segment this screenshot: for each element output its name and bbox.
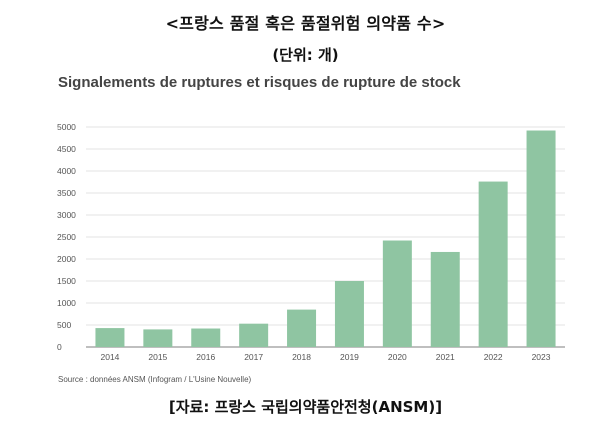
x-tick-label: 2016: [196, 352, 215, 362]
chart-title: Signalements de ruptures et risques de r…: [58, 74, 461, 91]
bar-2019: [334, 281, 364, 347]
y-tick-label: 1500: [57, 276, 76, 286]
x-tick-label: 2021: [436, 352, 455, 362]
bar-2017: [239, 323, 269, 347]
source-note: Source : données ANSM (Infogram / L'Usin…: [58, 375, 252, 384]
bar-2016: [191, 328, 221, 347]
x-axis-ticks: 2014 2015 2016 2017 2018 2019 2020 2021 2022 2023: [100, 352, 550, 362]
y-tick-label: 2000: [57, 254, 76, 264]
bar-2014: [95, 328, 125, 347]
y-tick-label: 2500: [57, 232, 76, 242]
x-tick-label: 2019: [340, 352, 359, 362]
x-tick-label: 2020: [388, 352, 407, 362]
unit-label: (단위: 개): [272, 46, 339, 64]
bar-2018: [287, 309, 317, 347]
y-tick-label: 4000: [57, 166, 76, 176]
korean-title: <프랑스 품절 혹은 품절위험 의약품 수>: [165, 14, 446, 33]
bar-2023: [526, 130, 556, 347]
y-tick-label: 0: [57, 342, 62, 352]
bar-2022: [478, 181, 508, 347]
y-tick-label: 5000: [57, 122, 76, 132]
y-tick-label: 1000: [57, 298, 76, 308]
x-tick-label: 2018: [292, 352, 311, 362]
x-tick-label: 2017: [244, 352, 263, 362]
bars: [95, 130, 556, 347]
x-tick-label: 2014: [100, 352, 119, 362]
y-tick-label: 3500: [57, 188, 76, 198]
y-tick-label: 500: [57, 320, 71, 330]
y-tick-label: 4500: [57, 144, 76, 154]
footer-caption: [자료: 프랑스 국립의약품안전청(ANSM)]: [168, 398, 443, 416]
x-tick-label: 2023: [532, 352, 551, 362]
y-axis-ticks: 0 500 1000 1500 2000 2500 3000 3500 4000 4500 5000: [57, 122, 76, 352]
y-tick-label: 3000: [57, 210, 76, 220]
bar-2015: [143, 329, 173, 347]
x-tick-label: 2022: [484, 352, 503, 362]
x-tick-label: 2015: [148, 352, 167, 362]
bar-2021: [430, 251, 460, 347]
bar-2020: [382, 240, 412, 347]
